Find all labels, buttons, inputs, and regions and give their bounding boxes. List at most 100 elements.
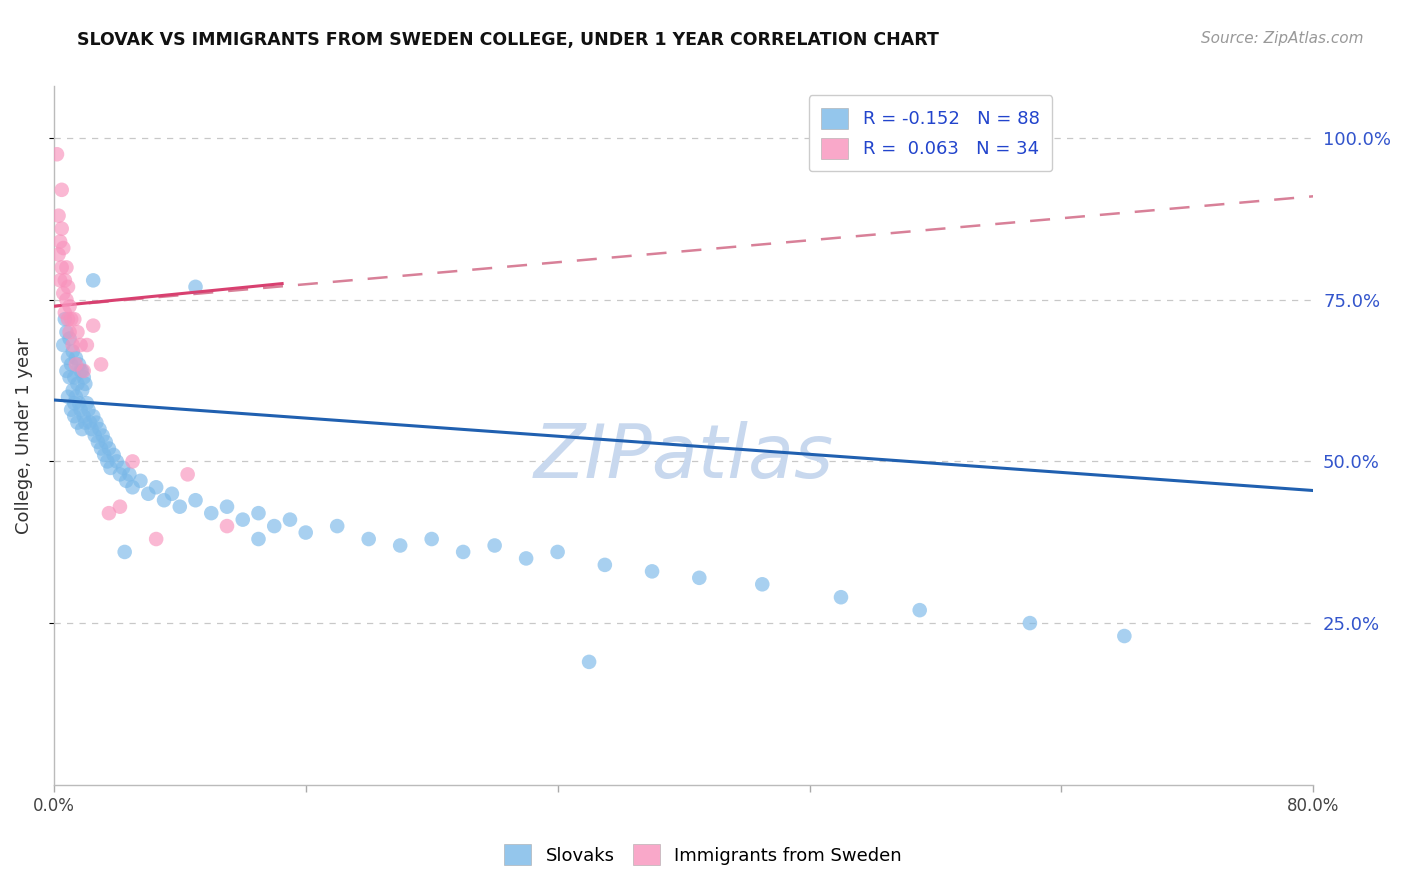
Point <box>70 384 93 398</box>
Point <box>103 448 125 462</box>
Point <box>51 183 73 197</box>
Point <box>121 454 143 468</box>
Point <box>51 260 73 275</box>
Point <box>56 390 79 404</box>
Point <box>77 402 100 417</box>
Point <box>160 487 183 501</box>
Point <box>294 525 316 540</box>
Point <box>75 376 97 391</box>
Point <box>52 338 75 352</box>
Point <box>56 280 79 294</box>
Point <box>91 428 114 442</box>
Point <box>593 558 616 572</box>
Point <box>420 532 443 546</box>
Point <box>65 390 87 404</box>
Point <box>63 409 86 424</box>
Point <box>66 325 89 339</box>
Point <box>184 493 207 508</box>
Point <box>232 513 254 527</box>
Point <box>73 370 96 384</box>
Point <box>93 448 115 462</box>
Point <box>129 474 152 488</box>
Point <box>83 428 105 442</box>
Point <box>108 467 131 482</box>
Point <box>118 467 141 482</box>
Point <box>94 435 117 450</box>
Point <box>86 416 108 430</box>
Point <box>63 396 86 410</box>
Point <box>1114 629 1136 643</box>
Point <box>69 364 91 378</box>
Point <box>65 358 87 372</box>
Point <box>80 422 103 436</box>
Point <box>114 545 136 559</box>
Point <box>53 273 76 287</box>
Point <box>688 571 710 585</box>
Point <box>46 147 69 161</box>
Legend: R = -0.152   N = 88, R =  0.063   N = 34: R = -0.152 N = 88, R = 0.063 N = 34 <box>808 95 1052 171</box>
Point <box>58 325 80 339</box>
Point <box>49 273 72 287</box>
Text: ZIPatlas: ZIPatlas <box>533 420 834 492</box>
Point <box>176 467 198 482</box>
Point <box>515 551 537 566</box>
Point <box>51 221 73 235</box>
Point <box>75 416 97 430</box>
Point <box>97 442 120 456</box>
Point <box>60 312 83 326</box>
Point <box>73 409 96 424</box>
Point <box>49 235 72 249</box>
Point <box>451 545 474 559</box>
Point <box>247 506 270 520</box>
Point <box>79 416 101 430</box>
Point <box>215 500 238 514</box>
Point <box>89 422 111 436</box>
Point <box>69 402 91 417</box>
Point <box>215 519 238 533</box>
Point <box>60 358 83 372</box>
Point <box>76 338 98 352</box>
Point <box>578 655 600 669</box>
Point <box>58 332 80 346</box>
Point <box>357 532 380 546</box>
Point <box>48 247 70 261</box>
Point <box>82 273 104 287</box>
Point <box>90 442 112 456</box>
Point <box>830 591 852 605</box>
Point <box>70 422 93 436</box>
Point <box>82 318 104 333</box>
Point <box>58 370 80 384</box>
Point <box>62 344 84 359</box>
Point <box>76 396 98 410</box>
Text: Source: ZipAtlas.com: Source: ZipAtlas.com <box>1201 31 1364 46</box>
Point <box>121 480 143 494</box>
Point <box>73 364 96 378</box>
Point <box>82 409 104 424</box>
Point <box>67 358 90 372</box>
Point <box>70 364 93 378</box>
Point <box>67 396 90 410</box>
Y-axis label: College, Under 1 year: College, Under 1 year <box>15 337 32 534</box>
Point <box>484 539 506 553</box>
Point <box>56 351 79 365</box>
Point <box>751 577 773 591</box>
Point <box>55 293 77 307</box>
Point <box>87 435 110 450</box>
Point <box>53 306 76 320</box>
Point <box>63 370 86 384</box>
Point <box>96 454 118 468</box>
Point <box>105 454 128 468</box>
Point <box>55 325 77 339</box>
Point <box>56 312 79 326</box>
Point <box>69 338 91 352</box>
Point <box>52 286 75 301</box>
Point <box>60 402 83 417</box>
Point <box>55 260 77 275</box>
Point <box>62 384 84 398</box>
Point <box>52 241 75 255</box>
Point <box>65 351 87 365</box>
Point <box>263 519 285 533</box>
Point <box>55 364 77 378</box>
Point <box>53 312 76 326</box>
Point <box>1019 616 1042 631</box>
